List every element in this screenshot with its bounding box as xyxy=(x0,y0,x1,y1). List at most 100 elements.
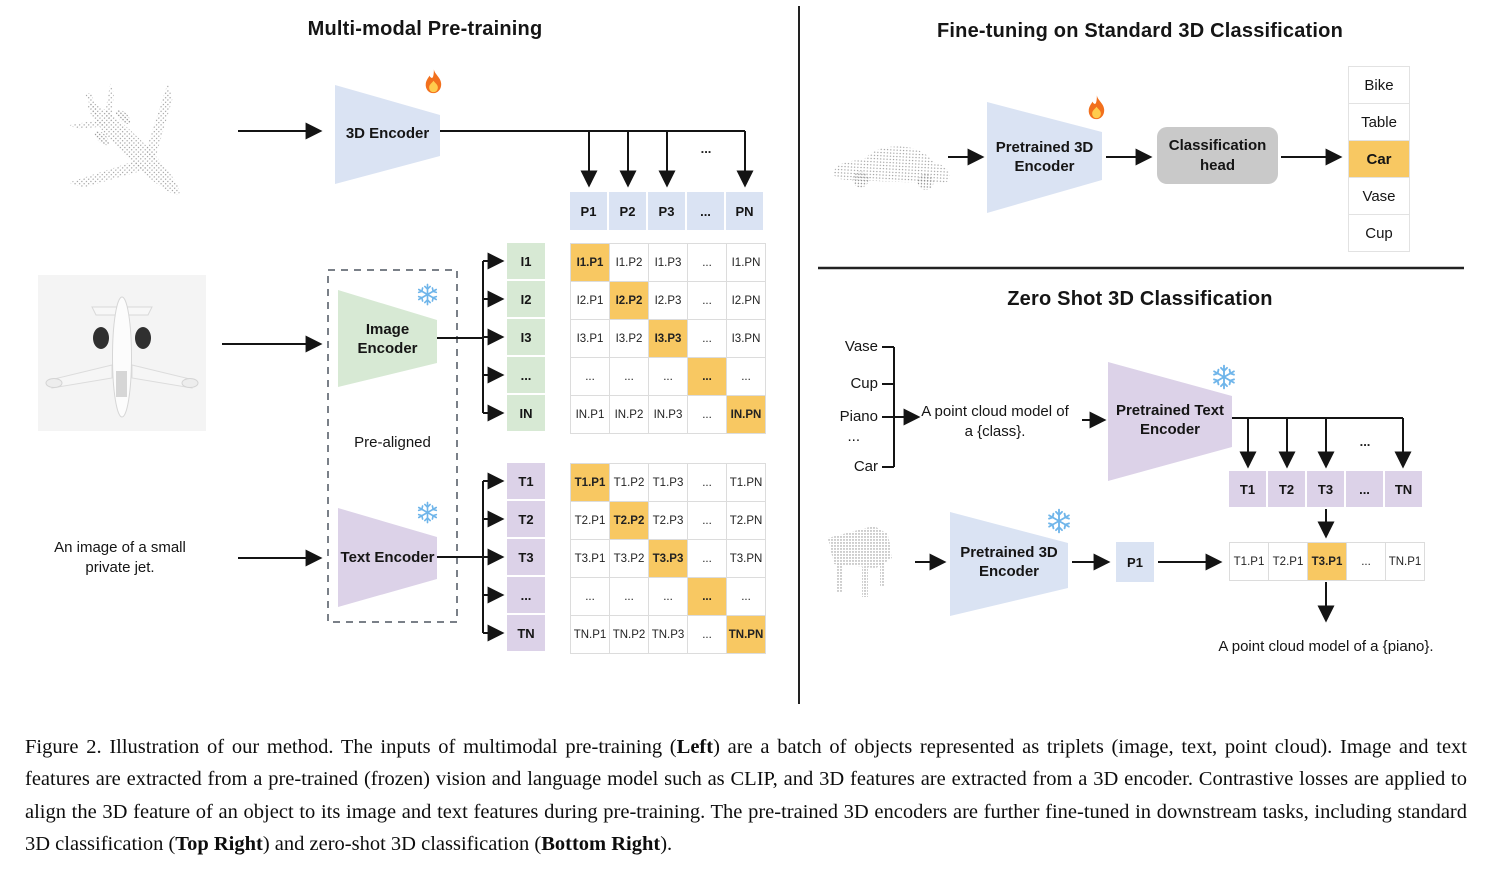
zs-t-cell: ... xyxy=(1346,471,1383,507)
t-cell: ... xyxy=(507,577,545,613)
zs-t-row: T1 T2 T3 ... TN xyxy=(1229,471,1422,507)
matrix-cell: T2.P1 xyxy=(571,502,610,540)
p-cell: PN xyxy=(726,192,763,230)
matrix-cell: I1.P1 xyxy=(571,244,610,282)
caption-segment-bold: Left xyxy=(676,736,714,758)
t-cell: TN xyxy=(507,615,545,651)
result-cell: T1.P1 xyxy=(1230,543,1269,581)
result-cell: TN.P1 xyxy=(1386,543,1425,581)
diagram-graphics-layer xyxy=(38,6,1464,704)
zs-result-row: T1.P1 T2.P1 T3.P1 ... TN.P1 xyxy=(1229,542,1425,581)
zs-p1-cell: P1 xyxy=(1116,542,1154,582)
zs-pretrained-3d-encoder-label: Pretrained 3D Encoder xyxy=(960,544,1058,580)
matrix-cell: I2.PN xyxy=(727,282,766,320)
caption-segment: Figure 2. Illustration of our method. Th… xyxy=(25,736,677,758)
matrix-cell: I1.PN xyxy=(727,244,766,282)
p-cell: ... xyxy=(687,192,724,230)
zs-t-cell: T1 xyxy=(1229,471,1266,507)
matrix-cell: ... xyxy=(688,464,727,502)
class-cell: Bike xyxy=(1348,66,1410,104)
pre-aligned-label: Pre-aligned xyxy=(354,434,431,451)
image-feature-column: I1 I2 I3 ... IN xyxy=(507,243,545,431)
matrix-cell: IN.P3 xyxy=(649,396,688,434)
i-cell: I2 xyxy=(507,281,545,317)
matrix-cell: I2.P3 xyxy=(649,282,688,320)
result-cell-selected: T3.P1 xyxy=(1308,543,1347,581)
encoder-3d-label: 3D Encoder xyxy=(345,125,430,143)
i-cell: IN xyxy=(507,395,545,431)
matrix-cell: ... xyxy=(688,244,727,282)
zs-pretrained-3d-encoder-shape xyxy=(950,512,1068,616)
matrix-cell: TN.P1 xyxy=(571,616,610,654)
matrix-cell: ... xyxy=(688,578,727,616)
matrix-cell: TN.P3 xyxy=(649,616,688,654)
zs-t-cell: T2 xyxy=(1268,471,1305,507)
class-list: Bike Table Car Vase Cup xyxy=(1348,66,1410,252)
ft-pretrained-3d-encoder-shape xyxy=(987,102,1102,213)
zs-class-label: Piano xyxy=(839,408,878,425)
matrix-cell: T1.PN xyxy=(727,464,766,502)
matrix-cell: ... xyxy=(688,502,727,540)
matrix-cell: ... xyxy=(649,578,688,616)
ft-pretrained-3d-encoder-label: Pretrained 3D Encoder xyxy=(995,139,1094,175)
t-cell: T1 xyxy=(507,463,545,499)
image-encoder-label: Image Encoder xyxy=(357,321,418,357)
caption-segment: ). xyxy=(660,833,673,856)
arrows xyxy=(222,122,1412,642)
matrix-cell: T2.P2 xyxy=(610,502,649,540)
image-caption-text: An image of a small private jet. xyxy=(54,539,186,577)
p-cell: P3 xyxy=(648,192,685,230)
matrix-cell: ... xyxy=(688,616,727,654)
matrix-cell: ... xyxy=(610,358,649,396)
zs-ellipsis: ... xyxy=(1359,434,1371,449)
matrix-cell: IN.P2 xyxy=(610,396,649,434)
matrix-cell: T3.P3 xyxy=(649,540,688,578)
class-cell: Cup xyxy=(1348,214,1410,252)
zeroshot-title: Zero Shot 3D Classification xyxy=(1007,288,1273,310)
zs-class-label: Vase xyxy=(844,338,878,355)
i-cell: ... xyxy=(507,357,545,393)
zs-class-label: Cup xyxy=(850,375,878,392)
matrix-cell: T1.P2 xyxy=(610,464,649,502)
matrix-cell: T3.P1 xyxy=(571,540,610,578)
i-cell: I1 xyxy=(507,243,545,279)
zs-pretrained-text-encoder-shape xyxy=(1108,362,1232,481)
matrix-cell: ... xyxy=(571,578,610,616)
p-feature-row: P1 P2 P3 ... PN xyxy=(570,192,763,230)
p-cell: P2 xyxy=(609,192,646,230)
matrix-cell: ... xyxy=(610,578,649,616)
text-encoder-shape xyxy=(338,508,437,607)
image-point-similarity-matrix: I1.P1 I1.P2 I1.P3 ... I1.PN I2.P1 I2.P2 … xyxy=(570,243,766,434)
class-cell-selected: Car xyxy=(1348,140,1410,178)
matrix-cell: ... xyxy=(688,358,727,396)
flame-icon xyxy=(1088,95,1105,120)
pretraining-title: Multi-modal Pre-training xyxy=(307,18,543,40)
matrix-cell: ... xyxy=(727,578,766,616)
zs-t-cell: TN xyxy=(1385,471,1422,507)
i-cell: I3 xyxy=(507,319,545,355)
matrix-cell: I3.P2 xyxy=(610,320,649,358)
classification-head: Classification head xyxy=(1157,127,1278,184)
matrix-cell: T1.P3 xyxy=(649,464,688,502)
matrix-cell: ... xyxy=(688,540,727,578)
matrix-cell: T3.PN xyxy=(727,540,766,578)
caption-segment-bold: Top Right xyxy=(175,833,263,856)
class-cell: Vase xyxy=(1348,177,1410,215)
matrix-cell: I1.P2 xyxy=(610,244,649,282)
zs-class-label: Car xyxy=(853,458,878,475)
ellipsis-label: ... xyxy=(700,141,712,156)
matrix-cell: I2.P2 xyxy=(610,282,649,320)
matrix-cell: ... xyxy=(727,358,766,396)
t-cell: T2 xyxy=(507,501,545,537)
matrix-cell: ... xyxy=(649,358,688,396)
text-feature-column: T1 T2 T3 ... TN xyxy=(507,463,545,651)
point-cloud-car xyxy=(833,146,950,190)
matrix-cell: I3.P3 xyxy=(649,320,688,358)
matrix-cell: TN.PN xyxy=(727,616,766,654)
matrix-cell: TN.P2 xyxy=(610,616,649,654)
matrix-cell: I1.P3 xyxy=(649,244,688,282)
matrix-cell: IN.PN xyxy=(727,396,766,434)
matrix-cell: I3.P1 xyxy=(571,320,610,358)
matrix-cell: I3.PN xyxy=(727,320,766,358)
